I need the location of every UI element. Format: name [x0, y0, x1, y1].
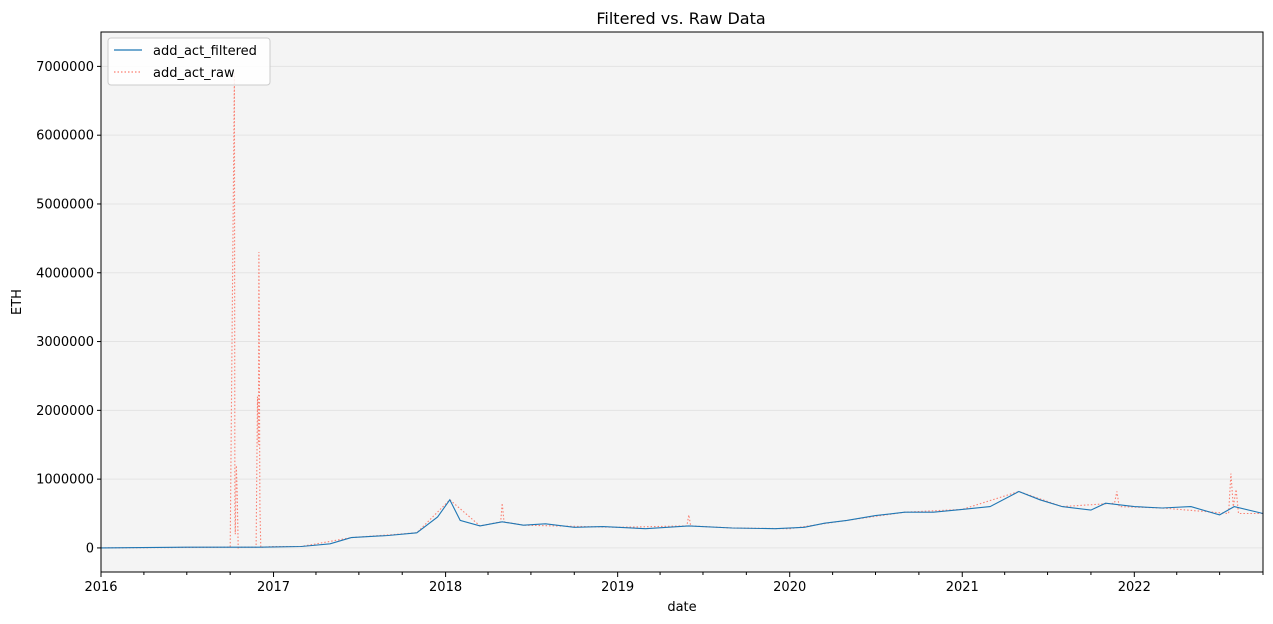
x-tick-label: 2020 [773, 580, 806, 595]
x-tick-label: 2018 [429, 580, 462, 595]
series-layer [100, 73, 1264, 549]
y-tick-label: 7000000 [36, 60, 94, 75]
y-tick-label: 6000000 [36, 129, 94, 144]
x-tick-label: 2021 [946, 580, 979, 595]
y-tick-label: 4000000 [36, 266, 94, 281]
legend: add_act_filtered add_act_raw [107, 37, 271, 86]
y-tick-label: 1000000 [36, 473, 94, 488]
y-axis-title: ETH [10, 289, 25, 315]
axes: 0 1000000 2000000 3000000 4000000 5000000 6000… [36, 60, 1264, 595]
grid [101, 65, 1263, 549]
y-tick-label: 2000000 [36, 404, 94, 419]
x-tick-label: 2017 [257, 580, 290, 595]
legend-box [107, 37, 271, 86]
legend-label-filtered: add_act_filtered [153, 44, 257, 59]
x-tick-label: 2019 [601, 580, 634, 595]
x-tick-label: 2022 [1118, 580, 1151, 595]
chart-title: Filtered vs. Raw Data [596, 9, 765, 28]
y-tick-label: 3000000 [36, 335, 94, 350]
x-tick-label: 2016 [84, 580, 117, 595]
y-tick-label: 0 [86, 541, 94, 556]
plot-frame [100, 31, 1264, 573]
x-axis-title: date [667, 600, 696, 615]
y-tick-label: 5000000 [36, 197, 94, 212]
plot-area [101, 32, 1263, 572]
legend-label-raw: add_act_raw [153, 66, 235, 81]
series-line-add-act-filtered [100, 490, 1264, 549]
